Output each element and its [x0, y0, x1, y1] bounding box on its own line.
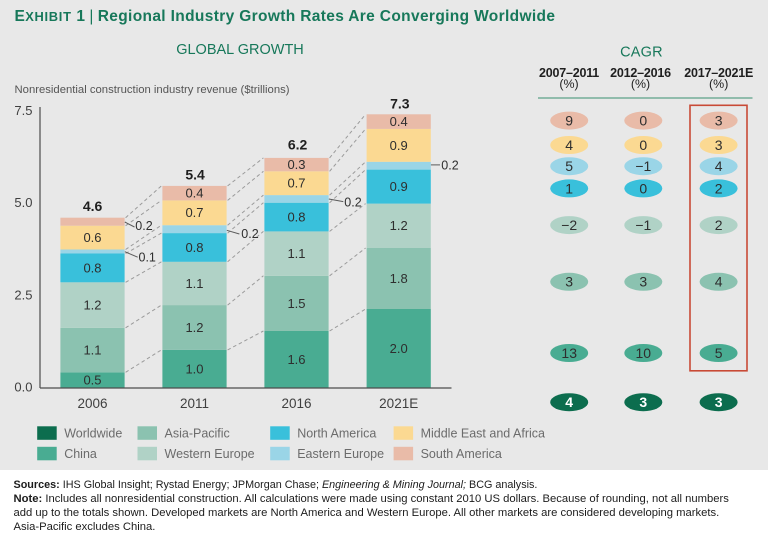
svg-text:0.6: 0.6 — [83, 230, 101, 245]
svg-text:Asia-Pacific: Asia-Pacific — [165, 426, 230, 440]
svg-text:3: 3 — [715, 394, 723, 410]
svg-text:5.0: 5.0 — [14, 195, 32, 210]
svg-text:7.5: 7.5 — [14, 103, 32, 118]
svg-text:1.1: 1.1 — [287, 246, 305, 261]
svg-text:0.8: 0.8 — [185, 240, 203, 255]
svg-text:Worldwide: Worldwide — [64, 426, 122, 440]
svg-text:Eastern Europe: Eastern Europe — [297, 447, 384, 461]
svg-text:(%): (%) — [709, 77, 728, 91]
svg-text:0.8: 0.8 — [83, 260, 101, 275]
svg-text:−1: −1 — [635, 158, 651, 174]
svg-text:0.7: 0.7 — [287, 176, 305, 191]
svg-text:2: 2 — [715, 180, 723, 196]
svg-text:CAGR: CAGR — [620, 44, 663, 60]
svg-text:3: 3 — [565, 274, 573, 290]
svg-text:0.5: 0.5 — [83, 373, 101, 388]
svg-text:1.2: 1.2 — [83, 297, 101, 312]
svg-text:0.8: 0.8 — [287, 209, 305, 224]
svg-text:5.4: 5.4 — [185, 167, 205, 183]
svg-text:1.2: 1.2 — [390, 218, 408, 233]
svg-text:North America: North America — [297, 426, 376, 440]
svg-text:0.2: 0.2 — [441, 159, 458, 173]
svg-text:−1: −1 — [635, 217, 651, 233]
svg-text:5: 5 — [565, 158, 573, 174]
svg-text:7.3: 7.3 — [390, 95, 410, 111]
svg-text:0.2: 0.2 — [241, 227, 258, 241]
svg-text:0: 0 — [639, 137, 647, 153]
svg-text:2021E: 2021E — [379, 396, 418, 411]
svg-text:2012–2016: 2012–2016 — [610, 66, 671, 80]
svg-text:9: 9 — [565, 113, 573, 129]
svg-text:1.1: 1.1 — [83, 342, 101, 357]
svg-text:2016: 2016 — [281, 396, 311, 411]
svg-text:2006: 2006 — [77, 396, 107, 411]
svg-text:4.6: 4.6 — [83, 198, 103, 214]
svg-text:1.1: 1.1 — [185, 276, 203, 291]
svg-text:4: 4 — [715, 158, 723, 174]
svg-text:4: 4 — [565, 137, 573, 153]
svg-text:3: 3 — [715, 137, 723, 153]
svg-text:0.1: 0.1 — [139, 250, 156, 264]
svg-text:6.2: 6.2 — [288, 137, 308, 153]
svg-text:0.2: 0.2 — [344, 196, 361, 210]
svg-text:3: 3 — [639, 274, 647, 290]
svg-text:0: 0 — [639, 113, 647, 129]
svg-text:3: 3 — [639, 394, 647, 410]
svg-text:1.8: 1.8 — [390, 271, 408, 286]
svg-text:(%): (%) — [631, 77, 650, 91]
svg-text:(%): (%) — [559, 77, 578, 91]
svg-text:3: 3 — [715, 113, 723, 129]
svg-text:2: 2 — [715, 217, 723, 233]
svg-text:0.7: 0.7 — [185, 205, 203, 220]
svg-text:0.3: 0.3 — [287, 157, 305, 172]
svg-text:China: China — [64, 447, 97, 461]
svg-text:0.9: 0.9 — [390, 179, 408, 194]
svg-text:0.4: 0.4 — [185, 186, 203, 201]
svg-text:1.2: 1.2 — [185, 320, 203, 335]
svg-text:4: 4 — [715, 274, 723, 290]
svg-text:Western Europe: Western Europe — [165, 447, 255, 461]
svg-text:13: 13 — [561, 345, 577, 361]
svg-text:0.0: 0.0 — [14, 380, 32, 395]
svg-text:1.0: 1.0 — [185, 361, 203, 376]
svg-text:South America: South America — [421, 447, 502, 461]
svg-text:0.9: 0.9 — [390, 138, 408, 153]
svg-text:2011: 2011 — [180, 396, 209, 411]
svg-text:−2: −2 — [561, 217, 577, 233]
svg-text:2.0: 2.0 — [390, 341, 408, 356]
svg-text:4: 4 — [565, 394, 573, 410]
svg-text:1: 1 — [565, 180, 573, 196]
svg-text:0.2: 0.2 — [135, 219, 152, 233]
svg-text:Middle East and Africa: Middle East and Africa — [421, 426, 545, 440]
svg-text:1.6: 1.6 — [287, 352, 305, 367]
svg-text:2007–2011: 2007–2011 — [539, 66, 599, 80]
svg-text:0: 0 — [639, 180, 647, 196]
svg-text:2017–2021E: 2017–2021E — [684, 66, 753, 80]
svg-text:5: 5 — [715, 345, 723, 361]
svg-text:1.5: 1.5 — [287, 296, 305, 311]
svg-text:2.5: 2.5 — [14, 287, 32, 302]
svg-text:0.4: 0.4 — [390, 114, 408, 129]
svg-text:10: 10 — [636, 345, 652, 361]
